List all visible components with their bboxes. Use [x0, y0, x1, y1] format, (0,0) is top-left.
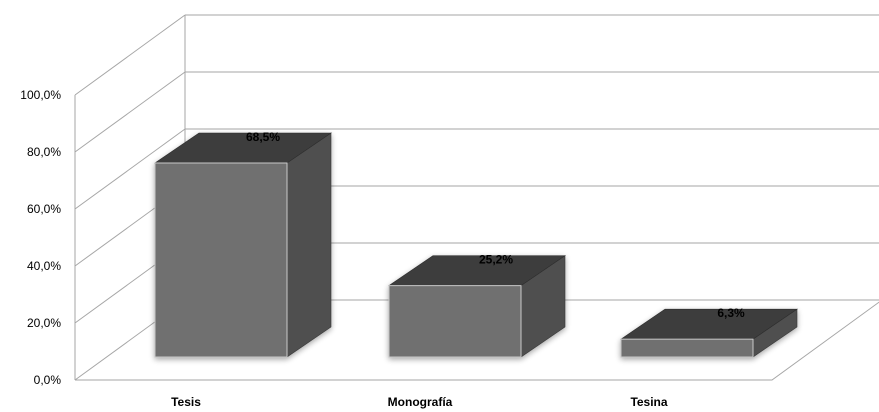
y-tick-label: 0,0%	[34, 373, 62, 387]
x-axis: Tesis Monografía Tesina	[171, 395, 668, 409]
data-label: 25,2%	[479, 253, 513, 267]
category-label: Tesis	[171, 395, 201, 409]
bar-front-face	[388, 285, 522, 358]
bar-front-face	[154, 162, 288, 358]
bar	[388, 255, 566, 358]
category-label: Tesina	[630, 395, 667, 409]
bar	[620, 308, 798, 358]
y-tick-label: 80,0%	[27, 145, 61, 159]
data-label: 6,3%	[717, 306, 745, 320]
y-tick-label: 40,0%	[27, 259, 61, 273]
bar-side-face	[286, 132, 332, 358]
gridline-side	[74, 14, 186, 96]
data-label: 68,5%	[246, 130, 280, 144]
data-labels: 68,5% 25,2% 6,3%	[246, 130, 745, 320]
category-label: Monografía	[388, 395, 453, 409]
y-axis: 0,0% 20,0% 40,0% 60,0% 80,0% 100,0%	[20, 88, 61, 387]
bar-front-face	[620, 338, 754, 358]
gridline-side	[74, 71, 186, 153]
bars	[154, 132, 798, 358]
gridline-side	[74, 128, 186, 210]
y-tick-label: 100,0%	[20, 88, 61, 102]
y-tick-label: 60,0%	[27, 202, 61, 216]
y-tick-label: 20,0%	[27, 316, 61, 330]
bar	[154, 132, 332, 358]
